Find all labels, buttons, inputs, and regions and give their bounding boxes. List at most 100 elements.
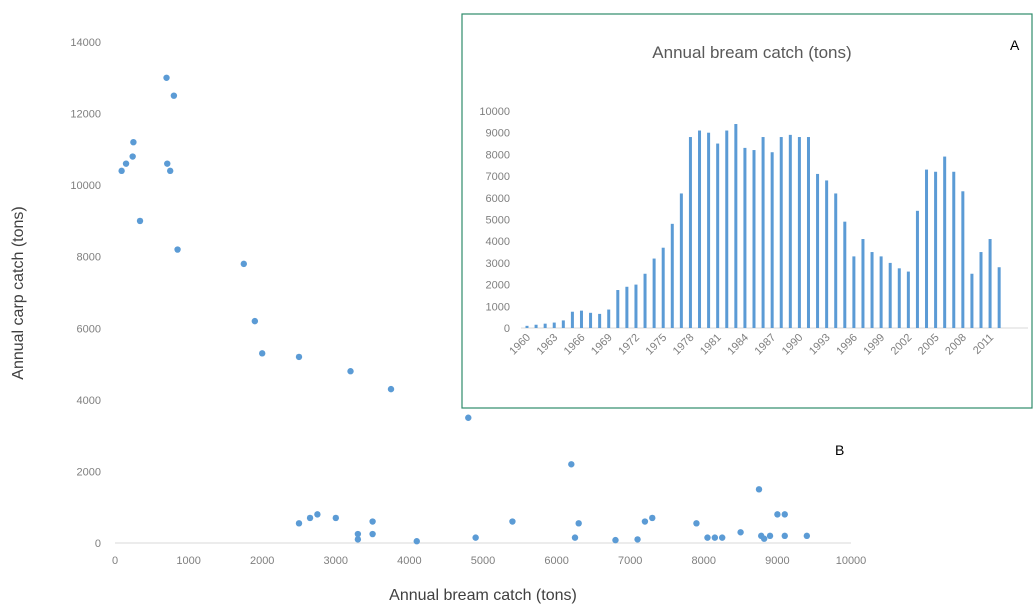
inset-bar bbox=[761, 137, 765, 328]
scatter-point bbox=[781, 511, 788, 518]
scatter-point bbox=[332, 514, 339, 522]
scatter-y-tick-label: 4000 bbox=[77, 395, 101, 407]
inset-bar bbox=[879, 256, 883, 328]
scatter-x-tick-label: 7000 bbox=[618, 555, 642, 567]
inset-bar bbox=[579, 310, 583, 328]
scatter-point bbox=[465, 414, 472, 421]
inset-y-tick-label: 4000 bbox=[486, 236, 510, 248]
scatter-point bbox=[575, 520, 582, 527]
panel-label-a: A bbox=[1010, 37, 1020, 53]
inset-bar bbox=[979, 252, 983, 328]
scatter-x-tick-labels: 0 1000 2000 3000 4000 5000 6000 7000 8000 9000 100… bbox=[112, 555, 866, 567]
inset-bar bbox=[743, 147, 747, 328]
scatter-x-axis-title: Annual bream catch (tons) bbox=[389, 587, 577, 604]
scatter-x-tick-label: 4000 bbox=[397, 555, 421, 567]
inset-bar bbox=[788, 134, 792, 328]
inset-y-tick-labels: 0 1000 2000 3000 4000 5000 6000 7000 8000 9000 100… bbox=[479, 106, 510, 335]
inset-bar bbox=[806, 137, 810, 328]
scatter-x-tick-label: 1000 bbox=[176, 555, 200, 567]
inset-bar bbox=[688, 137, 692, 328]
inset-title: Annual bream catch (tons) bbox=[652, 43, 851, 62]
inset-bar bbox=[897, 268, 901, 328]
scatter-x-tick-label: 9000 bbox=[765, 555, 789, 567]
scatter-point bbox=[766, 532, 774, 540]
scatter-x-tick-label: 6000 bbox=[544, 555, 568, 567]
scatter-y-tick-label: 12000 bbox=[70, 109, 101, 121]
scatter-point bbox=[760, 535, 768, 542]
inset-panel: Annual bream catch (tons) A 0 1000 2000 300… bbox=[461, 13, 1033, 409]
inset-bar bbox=[961, 191, 965, 328]
inset-bar bbox=[852, 256, 856, 328]
inset-bar bbox=[870, 252, 874, 328]
scatter-x-tick-label: 2000 bbox=[250, 555, 274, 567]
scatter-x-tick-label: 3000 bbox=[324, 555, 348, 567]
inset-y-tick-label: 8000 bbox=[486, 149, 510, 161]
inset-bar bbox=[643, 273, 647, 328]
scatter-y-tick-label: 6000 bbox=[77, 323, 101, 335]
scatter-point bbox=[167, 167, 174, 175]
scatter-point bbox=[354, 536, 362, 543]
inset-bar bbox=[625, 286, 629, 328]
inset-bar bbox=[779, 137, 783, 328]
scatter-point bbox=[163, 74, 170, 81]
inset-bar bbox=[570, 311, 574, 328]
scatter-point bbox=[136, 217, 144, 225]
scatter-point bbox=[649, 514, 656, 522]
inset-y-tick-label: 10000 bbox=[479, 106, 510, 118]
inset-bar bbox=[652, 258, 656, 328]
inset-bar bbox=[934, 171, 938, 328]
inset-bar bbox=[988, 239, 992, 328]
inset-bar bbox=[534, 324, 538, 328]
scatter-point bbox=[755, 486, 763, 493]
scatter-point bbox=[122, 160, 130, 167]
inset-y-tick-label: 3000 bbox=[486, 258, 510, 270]
scatter-y-tick-label: 0 bbox=[95, 538, 101, 550]
inset-bar bbox=[634, 284, 638, 328]
scatter-point bbox=[240, 260, 247, 268]
inset-bar bbox=[915, 210, 919, 328]
scatter-point bbox=[314, 511, 321, 518]
inset-bar bbox=[797, 137, 801, 328]
scatter-point bbox=[129, 153, 136, 160]
scatter-point bbox=[413, 538, 420, 545]
scatter-point bbox=[295, 353, 303, 361]
scatter-x-tick-label: 10000 bbox=[836, 555, 867, 567]
inset-bar bbox=[925, 169, 929, 328]
scatter-point bbox=[347, 368, 354, 375]
inset-bar bbox=[589, 312, 593, 328]
scatter-point bbox=[781, 532, 788, 540]
inset-bar bbox=[670, 223, 674, 328]
inset-bars bbox=[525, 124, 1001, 329]
scatter-point bbox=[472, 534, 479, 541]
scatter-point bbox=[509, 518, 516, 525]
inset-bar bbox=[716, 143, 720, 328]
inset-bar bbox=[525, 325, 529, 328]
scatter-y-tick-label: 10000 bbox=[70, 180, 101, 192]
inset-bar bbox=[561, 320, 565, 328]
scatter-point bbox=[251, 317, 259, 325]
scatter-x-tick-label: 0 bbox=[112, 555, 118, 567]
inset-y-tick-label: 9000 bbox=[486, 128, 510, 140]
inset-bar bbox=[952, 171, 956, 328]
scatter-point bbox=[164, 160, 171, 167]
scatter-y-tick-label: 14000 bbox=[70, 37, 101, 49]
scatter-point bbox=[719, 534, 726, 541]
scatter-point bbox=[612, 536, 619, 544]
inset-bar bbox=[698, 130, 702, 328]
scatter-point bbox=[803, 532, 811, 540]
scatter-point bbox=[693, 520, 700, 527]
inset-bar bbox=[734, 124, 738, 329]
inset-bar bbox=[607, 309, 611, 328]
scatter-point bbox=[711, 534, 719, 541]
inset-bar bbox=[679, 193, 683, 328]
scatter-point bbox=[174, 246, 181, 253]
scatter-point bbox=[259, 350, 266, 357]
scatter-point bbox=[118, 167, 125, 175]
scatter-point bbox=[170, 92, 178, 99]
scatter-point bbox=[354, 530, 362, 538]
inset-bar bbox=[997, 267, 1001, 328]
inset-bar bbox=[725, 130, 729, 328]
panel-label-b: B bbox=[835, 442, 844, 458]
